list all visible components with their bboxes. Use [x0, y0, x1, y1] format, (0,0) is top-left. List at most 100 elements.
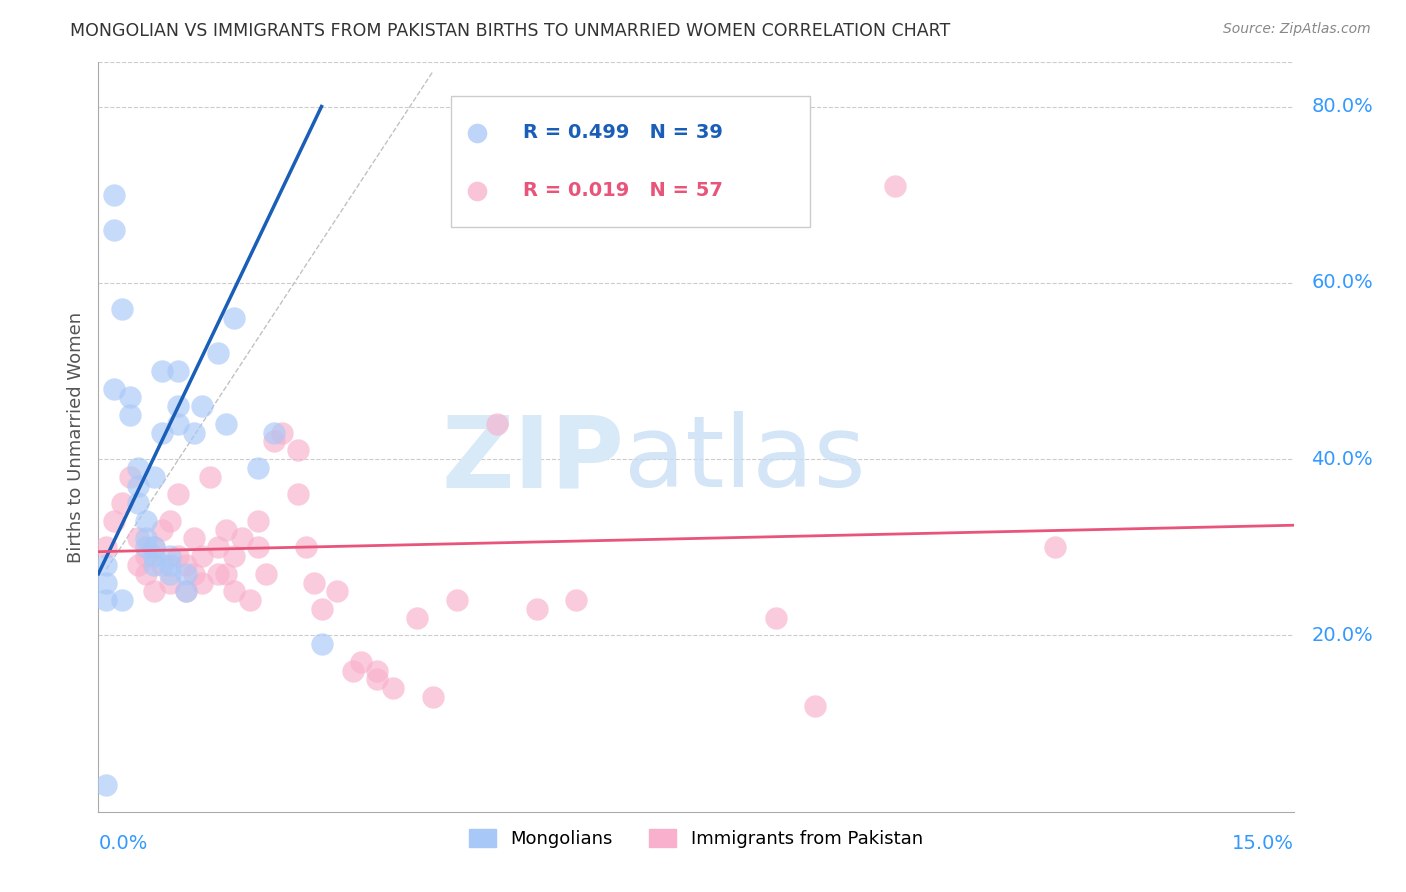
Point: [167, 417, 190, 431]
Point: [207, 346, 229, 360]
Point: [143, 549, 166, 563]
Point: [366, 664, 388, 678]
Point: [127, 461, 149, 475]
Point: [159, 575, 181, 590]
Text: 60.0%: 60.0%: [1312, 273, 1374, 293]
Point: [167, 399, 190, 413]
Point: [127, 532, 149, 546]
Point: [422, 690, 444, 705]
Point: [222, 584, 245, 599]
Text: 20.0%: 20.0%: [1312, 626, 1374, 645]
Point: [174, 566, 197, 581]
Point: [103, 187, 125, 202]
Point: [150, 364, 173, 378]
Point: [804, 698, 827, 713]
Point: [884, 178, 907, 193]
Point: [143, 541, 166, 555]
Point: [143, 558, 166, 572]
Point: [287, 443, 309, 458]
Point: [246, 541, 269, 555]
Point: [135, 532, 157, 546]
Point: [406, 611, 429, 625]
Point: [191, 549, 214, 563]
Point: [287, 487, 309, 501]
Point: [174, 558, 197, 572]
Point: [565, 593, 588, 607]
Point: [120, 391, 142, 405]
Point: [111, 302, 134, 317]
Point: [246, 514, 269, 528]
Point: [167, 487, 190, 501]
FancyBboxPatch shape: [451, 96, 810, 227]
Point: [765, 611, 787, 625]
Point: [150, 425, 173, 440]
Point: [183, 425, 205, 440]
Text: ZIP: ZIP: [441, 411, 624, 508]
Point: [485, 417, 508, 431]
Text: R = 0.019   N = 57: R = 0.019 N = 57: [523, 181, 723, 200]
Point: [143, 469, 166, 483]
Point: [263, 434, 285, 449]
Point: [135, 549, 157, 563]
Point: [135, 541, 157, 555]
Point: [150, 523, 173, 537]
Point: [350, 655, 373, 669]
Point: [231, 532, 253, 546]
Y-axis label: Births to Unmarried Women: Births to Unmarried Women: [66, 311, 84, 563]
Point: [159, 549, 181, 563]
Point: [150, 558, 173, 572]
Point: [143, 541, 166, 555]
Point: [526, 602, 548, 616]
Point: [302, 575, 325, 590]
Point: [207, 566, 229, 581]
Point: [135, 514, 157, 528]
Text: 0.0%: 0.0%: [98, 834, 148, 854]
Point: [222, 311, 245, 326]
Point: [254, 566, 277, 581]
Point: [120, 469, 142, 483]
Point: [111, 496, 134, 510]
Point: [103, 223, 125, 237]
Point: [167, 364, 190, 378]
Point: [215, 566, 238, 581]
Point: [96, 575, 118, 590]
Point: [342, 664, 364, 678]
Text: 80.0%: 80.0%: [1312, 97, 1374, 116]
Point: [103, 382, 125, 396]
Point: [120, 408, 142, 422]
Text: 15.0%: 15.0%: [1232, 834, 1294, 854]
Point: [1043, 541, 1066, 555]
Point: [183, 532, 205, 546]
Point: [111, 593, 134, 607]
Point: [183, 566, 205, 581]
Point: [174, 584, 197, 599]
Point: [446, 593, 468, 607]
Text: atlas: atlas: [624, 411, 866, 508]
Point: [159, 566, 181, 581]
Point: [191, 575, 214, 590]
Point: [207, 541, 229, 555]
Point: [143, 584, 166, 599]
Point: [294, 541, 316, 555]
Point: [366, 673, 388, 687]
Text: Source: ZipAtlas.com: Source: ZipAtlas.com: [1223, 22, 1371, 37]
Point: [127, 558, 149, 572]
Point: [127, 496, 149, 510]
Point: [215, 523, 238, 537]
Point: [215, 417, 238, 431]
Point: [159, 514, 181, 528]
Point: [263, 425, 285, 440]
Text: MONGOLIAN VS IMMIGRANTS FROM PAKISTAN BIRTHS TO UNMARRIED WOMEN CORRELATION CHAR: MONGOLIAN VS IMMIGRANTS FROM PAKISTAN BI…: [70, 22, 950, 40]
Point: [246, 461, 269, 475]
Point: [135, 566, 157, 581]
Point: [311, 637, 333, 651]
Point: [159, 558, 181, 572]
Text: 40.0%: 40.0%: [1312, 450, 1374, 468]
Point: [191, 399, 214, 413]
Point: [326, 584, 349, 599]
Text: R = 0.499   N = 39: R = 0.499 N = 39: [523, 123, 723, 143]
Point: [127, 478, 149, 492]
Point: [239, 593, 262, 607]
Point: [96, 593, 118, 607]
Point: [96, 558, 118, 572]
